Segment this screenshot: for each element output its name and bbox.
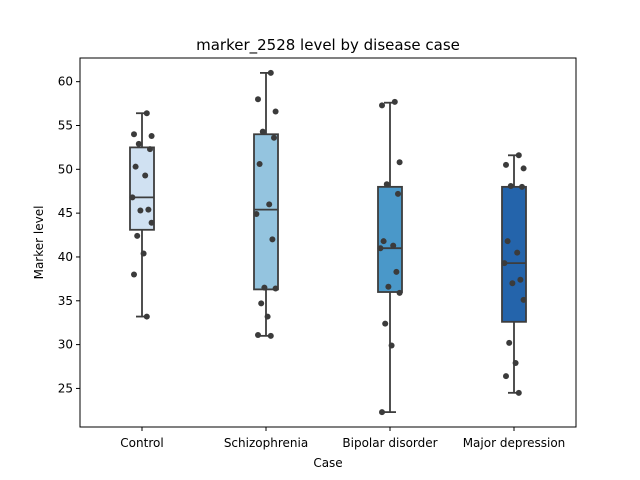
data-point — [253, 211, 260, 218]
data-point — [142, 172, 149, 179]
data-point — [396, 159, 403, 166]
data-point — [272, 285, 279, 292]
data-point — [517, 276, 524, 283]
data-point — [520, 296, 527, 303]
x-tick-label: Control — [120, 436, 163, 450]
y-axis: 25 30 35 40 45 50 55 60 — [58, 75, 80, 395]
data-point — [261, 284, 268, 291]
x-axis-label: Case — [313, 456, 342, 470]
data-point — [512, 360, 519, 367]
data-point — [131, 131, 137, 138]
data-point — [388, 342, 395, 349]
data-point — [131, 271, 137, 278]
y-tick-label: 60 — [58, 75, 73, 89]
data-point — [148, 133, 155, 140]
plot-area — [129, 69, 527, 416]
x-tick-label: Major depression — [463, 436, 566, 450]
data-point — [515, 152, 522, 159]
box-group — [253, 72, 279, 337]
data-point — [379, 409, 385, 416]
x-axis: Control Schizophrenia Bipolar disorder Majo… — [120, 427, 565, 450]
data-point — [134, 232, 141, 239]
x-tick-label: Schizophrenia — [224, 436, 308, 450]
data-point — [395, 190, 401, 197]
chart-title: marker_2528 level by disease case — [196, 36, 460, 55]
x-tick-label: Bipolar disorder — [342, 436, 437, 450]
data-point — [143, 110, 150, 117]
box-group — [377, 101, 403, 413]
data-point — [258, 300, 265, 307]
y-tick-label: 45 — [58, 206, 73, 220]
data-point — [504, 238, 511, 245]
data-point — [135, 140, 142, 147]
data-point — [383, 181, 390, 188]
y-tick-label: 40 — [58, 250, 73, 264]
data-point — [267, 332, 274, 339]
data-point — [385, 283, 392, 290]
data-point — [267, 69, 274, 76]
data-point — [503, 161, 509, 168]
y-tick-label: 55 — [58, 118, 73, 132]
data-point — [396, 289, 403, 296]
data-point — [264, 313, 271, 320]
y-axis-label: Marker level — [32, 206, 46, 280]
data-point — [147, 146, 153, 153]
data-point — [140, 250, 147, 257]
data-point — [391, 98, 398, 105]
y-tick-label: 30 — [58, 338, 73, 352]
data-point — [377, 245, 384, 252]
data-point — [507, 182, 514, 189]
data-point — [129, 194, 136, 201]
y-tick-label: 50 — [58, 162, 73, 176]
data-point — [145, 206, 152, 213]
data-point — [519, 183, 525, 190]
data-point — [515, 389, 522, 396]
box-group — [129, 112, 155, 318]
data-point — [255, 96, 261, 103]
iqr-box — [253, 133, 279, 291]
data-point — [380, 238, 387, 245]
data-point — [390, 242, 397, 249]
data-point — [272, 108, 279, 115]
data-point — [255, 331, 261, 338]
data-point — [503, 373, 509, 380]
data-point — [506, 339, 513, 346]
iqr-box — [129, 146, 155, 231]
data-point — [132, 163, 139, 170]
data-point — [514, 249, 521, 256]
data-point — [382, 320, 389, 327]
data-point — [148, 219, 155, 226]
data-point — [393, 268, 400, 275]
data-point — [271, 134, 277, 141]
y-tick-label: 35 — [58, 294, 73, 308]
data-point — [520, 165, 527, 172]
data-point — [269, 236, 276, 243]
box-group — [501, 154, 527, 394]
data-point — [266, 201, 273, 208]
data-point — [259, 128, 266, 135]
data-point — [256, 161, 263, 168]
data-point — [379, 102, 385, 109]
data-point — [501, 260, 508, 267]
axes-frame — [79, 57, 577, 428]
data-point — [143, 313, 150, 320]
data-point — [509, 280, 516, 287]
y-tick-label: 25 — [58, 381, 73, 395]
data-point — [137, 207, 144, 214]
